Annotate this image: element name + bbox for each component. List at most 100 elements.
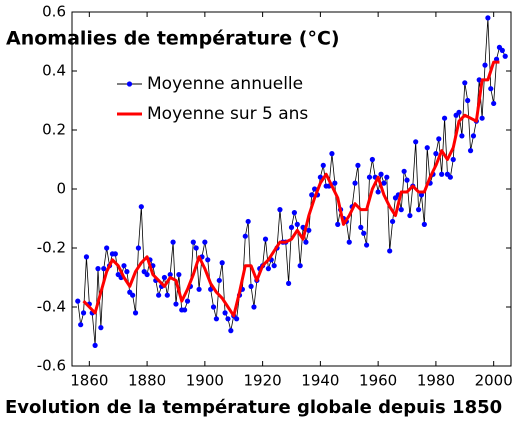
y-tick-label: -0.6 [37,357,66,375]
data-point [170,239,176,245]
data-point [271,263,277,269]
data-point [424,145,430,151]
data-point [398,207,404,213]
data-point [234,316,240,322]
y-axis-label: Anomalies de température (°C) [6,28,340,50]
data-point [95,266,101,272]
data-point [75,298,81,304]
data-point [176,271,182,278]
data-point [132,310,139,316]
x-tick-label: 1860 [70,372,108,390]
data-point [502,53,508,59]
data-point [182,307,188,313]
data-point [265,266,271,272]
data-point [332,180,338,186]
x-tick-label: 1920 [244,372,282,390]
data-point [456,109,462,115]
data-point [225,316,231,322]
data-point [83,254,90,260]
data-point [462,80,468,86]
data-point [167,271,173,278]
data-point [485,15,491,21]
data-point [381,180,387,186]
data-point [407,212,413,219]
y-tick-label: 0.2 [42,121,66,139]
y-tick-label: -0.2 [37,239,66,257]
data-point [112,251,118,257]
data-point [346,239,352,245]
chart-title: Evolution de la température globale depu… [5,397,502,418]
data-point [491,100,497,107]
data-point [219,260,225,266]
data-point [251,304,257,310]
data-point [389,218,396,225]
data-point [156,292,162,298]
data-point [482,62,488,68]
data-point [161,274,168,281]
data-point [92,342,98,348]
data-point [213,316,220,322]
data-point [303,239,309,245]
data-point [277,207,283,213]
data-point [121,263,127,269]
data-point [404,177,410,183]
data-point [104,245,110,251]
data-point [479,115,485,121]
data-point [499,47,505,53]
x-tick-label: 1980 [417,372,455,390]
data-point [329,151,335,157]
series-line [77,17,506,346]
data-point [124,269,130,275]
data-point [245,218,251,225]
series-line [82,60,500,318]
data-point [493,56,500,62]
data-point [210,304,217,310]
data-point [138,204,144,210]
data-point [358,224,364,230]
legend-label: Moyenne sur 5 ans [147,104,308,124]
data-point [190,239,196,245]
data-point [173,301,179,307]
data-point [262,236,269,242]
data-point [286,280,292,286]
data-point [465,97,471,104]
data-point [467,148,474,154]
data-point [375,189,381,195]
data-point [135,245,142,251]
data-point [80,310,87,316]
data-point [320,162,326,168]
data-point [387,248,393,254]
data-point [450,156,456,163]
data-point [78,322,84,328]
data-point [294,221,300,227]
y-tick-label: 0.6 [42,3,66,21]
data-point [436,136,442,142]
data-point [312,186,318,192]
data-point [291,210,297,216]
x-tick-label: 1960 [359,372,397,390]
data-point [401,168,407,174]
data-point [384,174,390,180]
data-point [418,192,425,198]
legend-label: Moyenne annuelle [147,74,303,94]
data-point [130,292,136,298]
data-point [222,310,228,316]
data-point [288,224,295,230]
x-tick-label: 1940 [301,372,339,390]
data-point [196,286,202,292]
data-point [459,133,465,139]
y-tick-label: -0.4 [37,298,66,316]
data-point [164,292,170,298]
data-point [361,230,367,236]
data-point [242,233,248,239]
data-point [228,328,234,334]
data-point [488,86,494,92]
data-point [297,263,303,269]
data-point [216,277,222,284]
legend-marker [126,81,133,87]
x-tick-label: 2000 [475,372,513,390]
data-point [248,283,254,289]
data-point [378,171,384,177]
